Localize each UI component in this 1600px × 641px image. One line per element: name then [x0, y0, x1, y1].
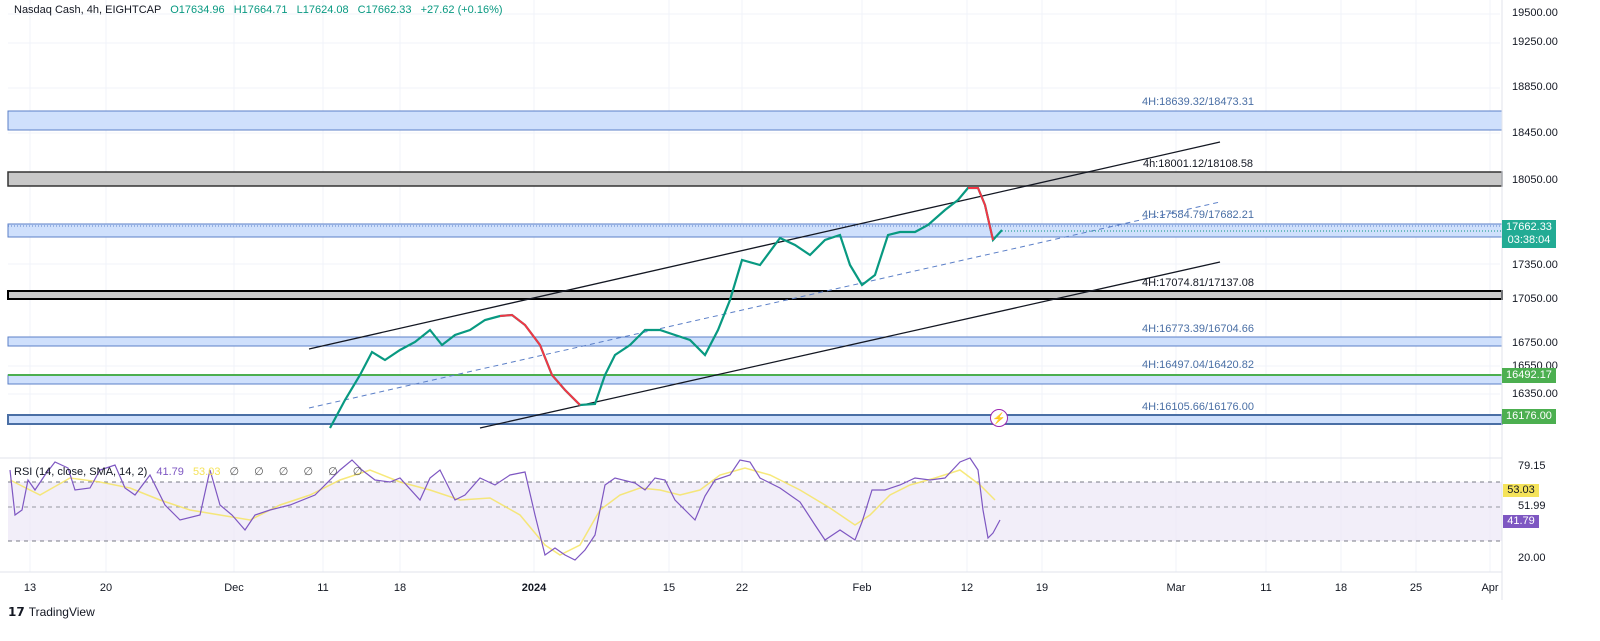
price-path-down — [499, 313, 581, 406]
rsi-pane — [8, 457, 1502, 561]
time-label: Mar — [1166, 582, 1186, 594]
price-tick: 16750.00 — [1512, 337, 1558, 349]
ohlc-high: H17664.71 — [233, 4, 288, 16]
time-label: 13 — [23, 582, 37, 594]
time-label: 12 — [960, 582, 974, 594]
time-label: 2024 — [521, 582, 547, 594]
rsi-legend[interactable]: RSI (14, close, SMA, 14, 2) 41.79 53.03 … — [14, 465, 368, 478]
rsi-empty-values: ∅ ∅ ∅ ∅ ∅ ∅ — [229, 466, 369, 478]
ohlc-open: O17634.96 — [170, 4, 225, 16]
price-tick: 19250.00 — [1512, 36, 1558, 48]
zone-label-6: 4H:16497.04/16420.82 — [1142, 359, 1254, 371]
symbol-legend[interactable]: Nasdaq Cash, 4h, EIGHTCAP O17634.96 H176… — [14, 4, 503, 16]
time-label: 11 — [317, 582, 329, 594]
rsi-tick: 20.00 — [1518, 552, 1546, 564]
bar-countdown: 03:38:04 — [1507, 234, 1551, 246]
alert-price-tag-2[interactable]: 16176.00 — [1502, 409, 1556, 424]
tradingview-logo-icon: 𝟭𝟳 — [8, 605, 25, 619]
ohlc-close: C17662.33 — [357, 4, 412, 16]
rsi-tick: 51.99 — [1518, 500, 1546, 512]
time-label: Dec — [224, 582, 244, 594]
price-tick: 17050.00 — [1512, 293, 1558, 305]
time-label: 19 — [1035, 582, 1049, 594]
time-label: 18 — [1334, 582, 1348, 594]
time-label: Feb — [852, 582, 872, 594]
time-label: 25 — [1409, 582, 1423, 594]
time-label: Apr — [1481, 582, 1499, 594]
price-tick: 18450.00 — [1512, 127, 1558, 139]
price-tick: 16350.00 — [1512, 388, 1558, 400]
trend-channel[interactable] — [308, 141, 1221, 429]
zone-label-3: 4H:17584.79/17682.21 — [1142, 209, 1254, 221]
current-price: 17662.33 — [1506, 221, 1552, 233]
time-label: 20 — [99, 582, 113, 594]
zone-label-5: 4H:16773.39/16704.66 — [1142, 323, 1254, 335]
rsi-title: RSI (14, close, SMA, 14, 2) — [14, 466, 148, 478]
zones — [7, 110, 1503, 425]
brand-name: TradingView — [28, 605, 95, 619]
zone-label-1: 4H:18639.32/18473.31 — [1142, 96, 1254, 108]
price-tick: 18850.00 — [1512, 81, 1558, 93]
time-label: 18 — [393, 582, 407, 594]
price-path — [329, 186, 1003, 429]
time-label: 22 — [735, 582, 749, 594]
rsi-value-tag: 41.79 — [1503, 515, 1539, 528]
price-tick: 19500.00 — [1512, 7, 1558, 19]
price-tick: 18050.00 — [1512, 174, 1558, 186]
zone-label-7: 4H:16105.66/16176.00 — [1142, 401, 1254, 413]
alert-price-tag-1[interactable]: 16492.17 — [1502, 368, 1556, 383]
zone-label-2: 4h:18001.12/18108.58 — [1142, 158, 1254, 170]
rsi-sma-value: 53.03 — [192, 466, 221, 478]
symbol-title: Nasdaq Cash, 4h, EIGHTCAP — [14, 4, 162, 16]
tradingview-branding[interactable]: 𝟭𝟳 TradingView — [8, 605, 95, 619]
flash-event-icon[interactable]: ⚡ — [990, 409, 1008, 427]
rsi-tick: 79.15 — [1518, 460, 1546, 472]
rsi-sma-tag: 53.03 — [1503, 484, 1539, 497]
zone-label-4: 4H:17074.81/17137.08 — [1142, 277, 1254, 289]
price-tick: 17350.00 — [1512, 259, 1558, 271]
price-path-down-2 — [968, 187, 994, 241]
time-label: 11 — [1260, 582, 1272, 594]
time-label: 15 — [662, 582, 676, 594]
ohlc-low: L17624.08 — [296, 4, 349, 16]
ohlc-change: +27.62 (+0.16%) — [420, 4, 503, 16]
rsi-value: 41.79 — [156, 466, 184, 478]
current-price-tag: 17662.33 03:38:04 — [1502, 220, 1556, 248]
